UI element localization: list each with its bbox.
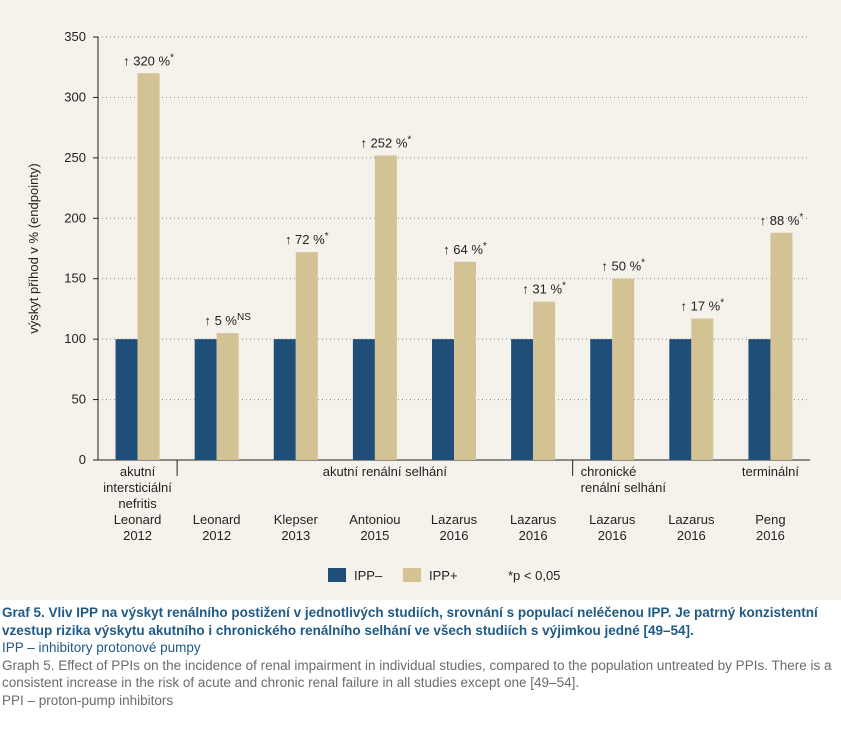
bar-annotation: ↑ 72 %*	[285, 231, 329, 247]
y-tick-label: 250	[64, 150, 86, 165]
y-tick-label: 200	[64, 210, 86, 225]
category-label: Lazarus	[589, 512, 636, 527]
bar-ipp-plus	[454, 261, 476, 460]
bar-ipp-plus	[295, 252, 318, 460]
bar-ipp-minus	[590, 339, 613, 460]
category-label: akutní	[120, 464, 156, 479]
bar-annotation: ↑ 252 %*	[360, 134, 411, 150]
group-label: terminální	[742, 464, 799, 479]
bar-ipp-plus	[691, 318, 714, 460]
y-tick-label: 150	[64, 271, 86, 286]
y-axis-title: výskyt příhod v % (endpointy)	[26, 163, 41, 334]
bar-ipp-plus	[533, 301, 556, 460]
category-label: Peng	[755, 512, 785, 527]
category-label: Lazarus	[668, 512, 715, 527]
category-label: intersticiální	[103, 480, 172, 495]
y-tick-label: 350	[64, 29, 86, 44]
category-label: 2016	[677, 528, 706, 543]
category-label: 2016	[440, 528, 469, 543]
legend-swatch-ipp-minus	[328, 568, 346, 582]
category-label: 2016	[598, 528, 627, 543]
bar-ipp-minus	[511, 339, 534, 460]
category-label: 2016	[756, 528, 785, 543]
category-label: Klepser	[274, 512, 319, 527]
bar-ipp-plus	[137, 73, 160, 460]
bar-annotation: ↑ 50 %*	[601, 258, 645, 274]
bar-ipp-minus	[432, 339, 454, 460]
category-label: Lazarus	[431, 512, 478, 527]
legend-label-ipp-minus: IPP–	[354, 568, 383, 583]
category-label: Lazarus	[510, 512, 557, 527]
bar-annotation: ↑ 17 %*	[681, 298, 725, 314]
bar-annotation: ↑ 64 %*	[443, 241, 487, 257]
group-label: renální selhání	[581, 480, 667, 495]
caption-abbreviation-czech: IPP – inhibitory protonové pumpy	[2, 640, 201, 655]
y-tick-label: 100	[64, 331, 86, 346]
y-tick-label: 300	[64, 89, 86, 104]
bar-ipp-minus	[115, 339, 138, 460]
legend-swatch-ipp-plus	[403, 568, 421, 582]
category-label: Leonard	[193, 512, 241, 527]
legend-note: *p < 0,05	[508, 568, 560, 583]
bar-ipp-minus	[194, 339, 217, 460]
category-label: nefritis	[118, 496, 157, 511]
bar-annotation: ↑ 320 %*	[123, 52, 174, 68]
bar-annotation: ↑ 5 %NS	[204, 312, 251, 328]
category-label: Antoniou	[349, 512, 400, 527]
bar-ipp-minus	[748, 339, 771, 460]
bar-ipp-plus	[770, 232, 793, 460]
bar-annotation: ↑ 31 %*	[522, 281, 566, 297]
group-label: akutní renální selhání	[323, 464, 448, 479]
bar-ipp-plus	[374, 155, 397, 460]
bar-annotation: ↑ 88 %*	[760, 212, 804, 228]
caption-title: Graf 5. Vliv IPP na výskyt renálního pos…	[2, 605, 818, 638]
y-tick-label: 0	[79, 452, 86, 467]
bar-ipp-minus	[352, 339, 375, 460]
caption-english: Graph 5. Effect of PPIs on the incidence…	[2, 657, 832, 691]
bar-ipp-minus	[273, 339, 296, 460]
group-label: chronické	[581, 464, 637, 479]
bar-ipp-minus	[669, 339, 692, 460]
category-label: 2013	[281, 528, 310, 543]
category-label: 2016	[519, 528, 548, 543]
chart-panel: 0 50 100 150 200 250 300 350 výskyt příhod v % (…	[0, 0, 841, 600]
figure-caption: Graf 5. Vliv IPP na výskyt renálního pos…	[2, 600, 837, 709]
bar-ipp-plus	[216, 333, 239, 460]
category-label: 2012	[202, 528, 231, 543]
legend-label-ipp-plus: IPP+	[429, 568, 458, 583]
category-label: 2012	[123, 528, 152, 543]
category-label: Leonard	[114, 512, 162, 527]
bar-chart: 0 50 100 150 200 250 300 350 výskyt příhod v % (…	[26, 29, 810, 583]
bar-ipp-plus	[612, 278, 635, 460]
caption-abbreviation-english: PPI – proton-pump inhibitors	[2, 692, 174, 708]
category-label: 2015	[360, 528, 389, 543]
y-tick-label: 50	[72, 392, 86, 407]
